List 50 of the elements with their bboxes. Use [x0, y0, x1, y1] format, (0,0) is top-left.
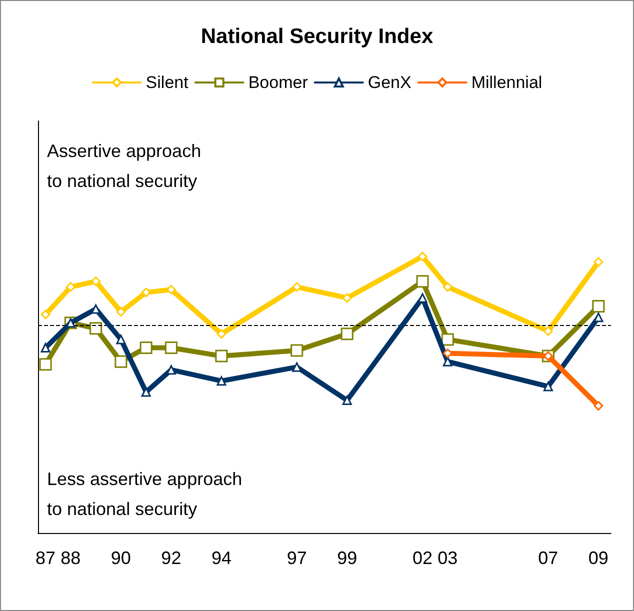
point: [441, 333, 454, 346]
x-tick-label: 97: [286, 548, 307, 568]
x-tick-label: 99: [337, 548, 358, 568]
point: [442, 356, 452, 366]
legend-label: GenX: [368, 73, 412, 92]
point: [114, 355, 128, 368]
point: [215, 350, 228, 362]
x-tick-label: 88: [60, 548, 81, 568]
point: [543, 326, 553, 336]
legend-label: Silent: [146, 73, 189, 92]
point: [594, 257, 604, 267]
point: [290, 344, 304, 357]
point: [543, 382, 553, 392]
point: [66, 282, 76, 292]
point: [416, 275, 429, 288]
legend-label: Millennial: [471, 73, 542, 92]
x-tick-label: 02: [412, 548, 433, 568]
chart-title: National Security Index: [200, 25, 434, 48]
point: [418, 252, 428, 262]
point: [342, 293, 352, 303]
point: [216, 376, 226, 386]
point: [116, 334, 126, 344]
point: [90, 322, 102, 335]
point: [292, 282, 302, 292]
annotation: Less assertive approach to national security: [47, 469, 242, 519]
legend-label: Boomer: [248, 73, 308, 92]
point: [40, 310, 50, 320]
point: [442, 282, 452, 292]
point: [594, 312, 604, 322]
x-tick-label: 90: [110, 548, 131, 568]
x-tick-label: 03: [438, 548, 458, 568]
x-tick-label: 07: [538, 548, 558, 568]
point: [116, 307, 126, 317]
point: [39, 358, 52, 371]
point: [164, 341, 178, 354]
point: [340, 328, 354, 340]
point: [342, 396, 352, 406]
point: [442, 348, 452, 358]
point: [141, 387, 151, 397]
x-tick-label: 87: [36, 548, 56, 568]
point: [140, 341, 152, 354]
text: Assertive approach to national security: [47, 141, 202, 191]
x-tick-label: 94: [211, 548, 232, 568]
point: [594, 401, 604, 411]
point: [216, 329, 226, 339]
point: [40, 342, 50, 352]
x-tick-label: 92: [161, 548, 182, 568]
point: [592, 300, 605, 313]
x-tick-label: 09: [588, 548, 608, 568]
point: [91, 276, 101, 286]
